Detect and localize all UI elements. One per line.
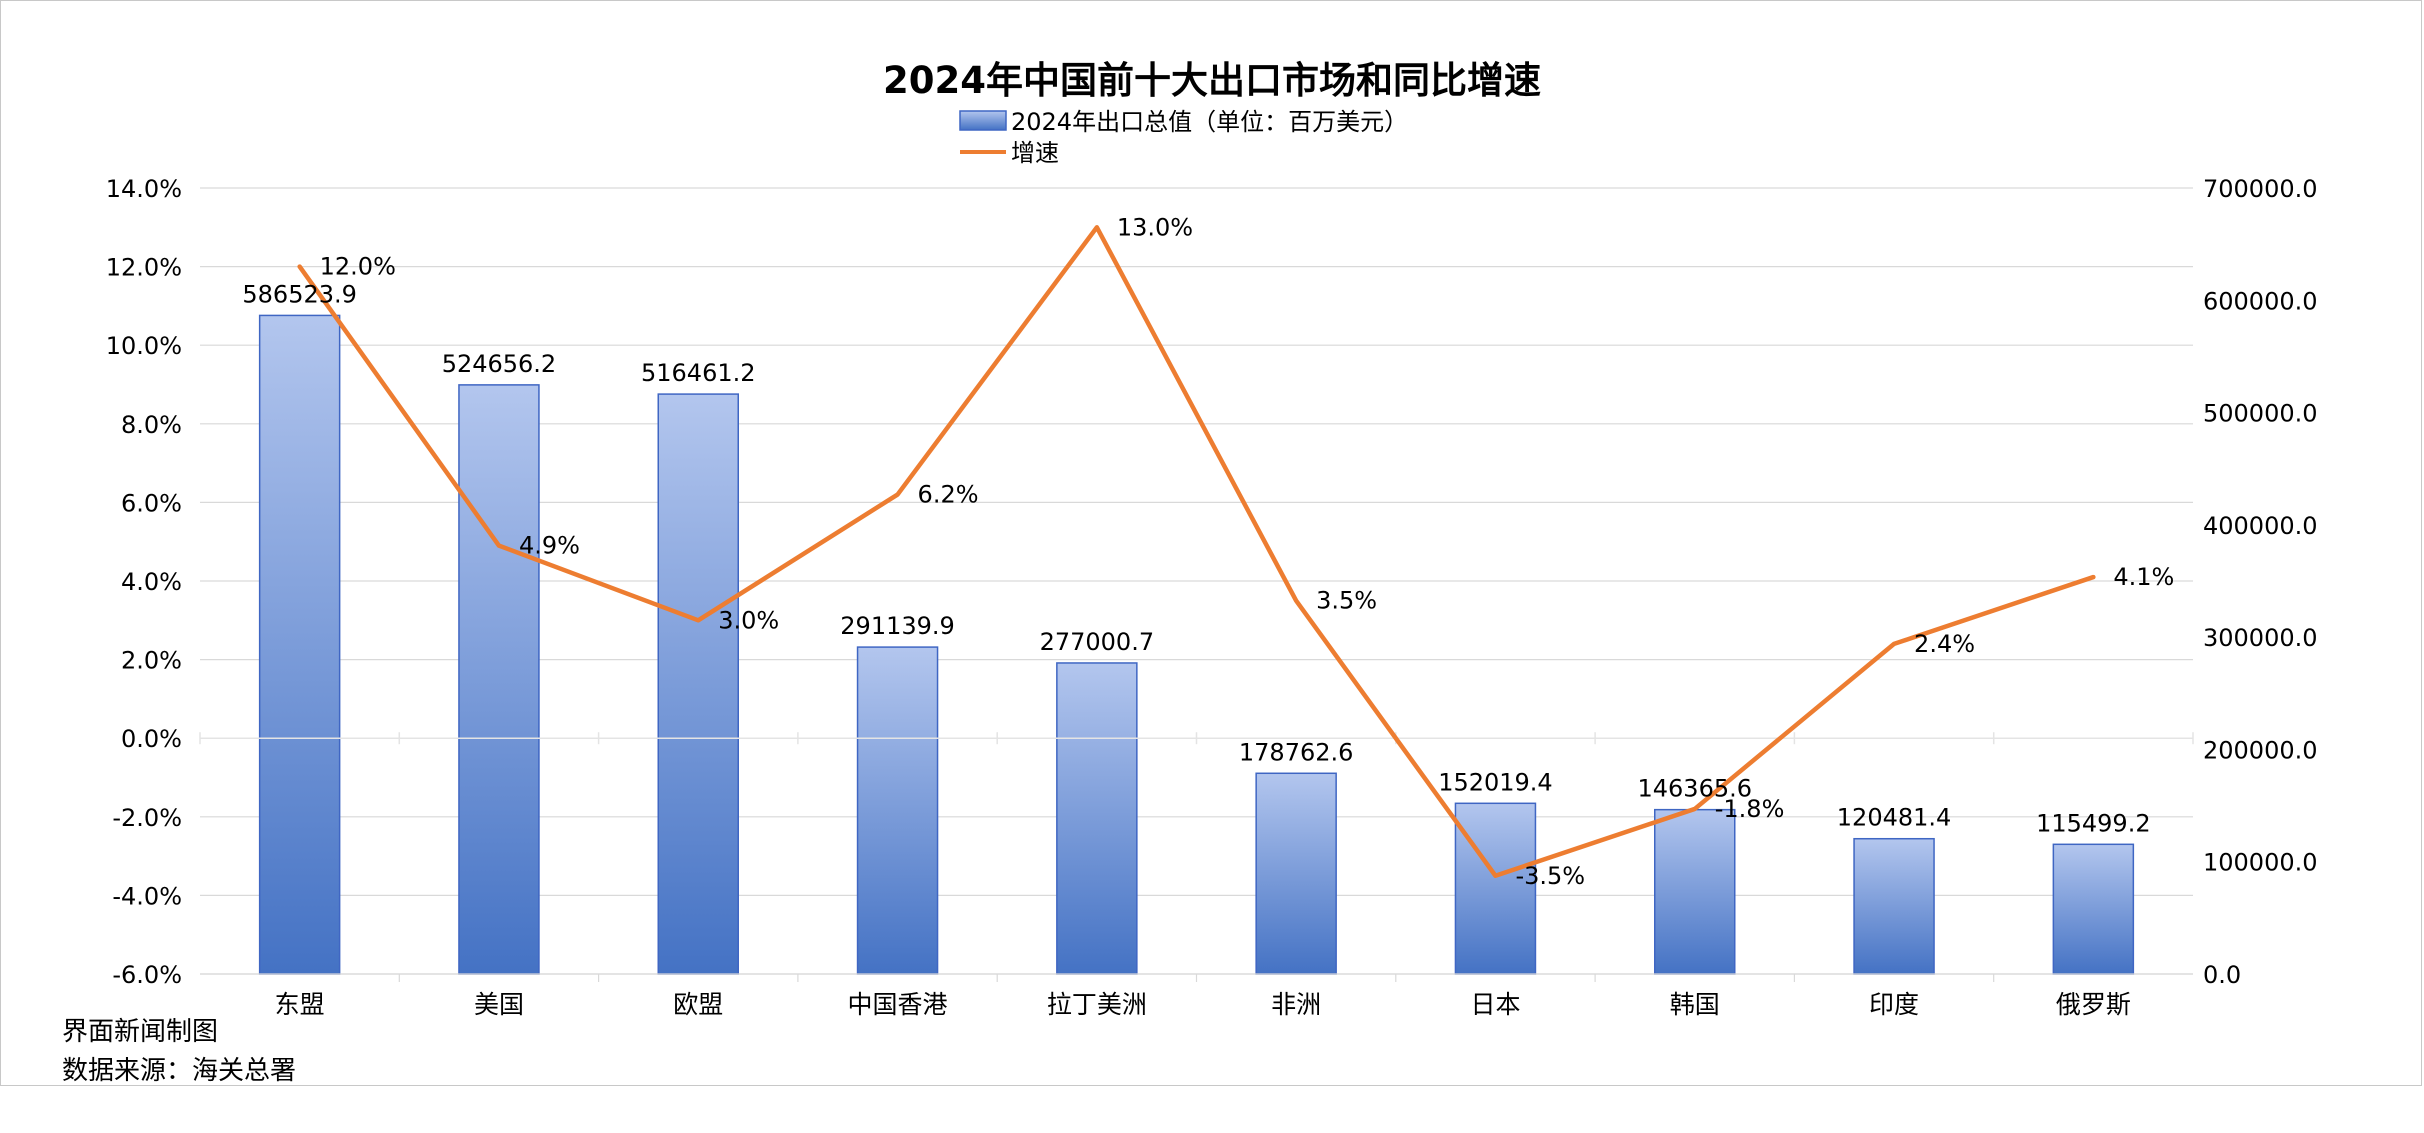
x-tick-label: 东盟	[275, 990, 325, 1019]
bar	[2052, 843, 2135, 975]
y-right-tick-label: 300000.0	[2203, 624, 2318, 652]
x-tick-label: 中国香港	[848, 990, 948, 1019]
x-tick-label: 印度	[1869, 990, 1919, 1019]
bar	[1056, 662, 1138, 975]
legend-bar-label: 2024年出口总值（单位：百万美元）	[1011, 108, 1408, 136]
footer-credit: 界面新闻制图	[62, 1017, 219, 1047]
bar-value-label: 291139.9	[840, 612, 955, 640]
bar	[1654, 808, 1736, 975]
growth-value-label: 4.1%	[2113, 563, 2174, 591]
footer-source: 数据来源：海关总署	[62, 1056, 297, 1086]
bar-value-label: 524656.2	[442, 350, 557, 378]
y-right-tick-label: 400000.0	[2203, 512, 2318, 540]
bar	[657, 393, 739, 975]
axes: 14.0% 12.0% 10.0% 8.0% 6.0% 4.0% 2.0% 0.0% -2.0%…	[106, 175, 2318, 1019]
x-tick-label: 美国	[474, 990, 524, 1019]
y-left-tick-label: 12.0%	[106, 254, 182, 282]
y-right-tick-label: 700000.0	[2203, 175, 2318, 203]
data-labels: 586523.9 524656.2 516461.2 291139.9 277000.7…	[242, 213, 2174, 889]
line-series	[297, 225, 2096, 878]
growth-value-label: 12.0%	[320, 253, 396, 281]
bar	[258, 314, 341, 975]
bar-value-label: 146365.6	[1637, 775, 1752, 803]
y-left-tick-label: -4.0%	[112, 882, 182, 910]
x-tick-label: 欧盟	[673, 990, 723, 1019]
y-left-tick-label: 8.0%	[121, 411, 182, 439]
y-right-tick-label: 200000.0	[2203, 736, 2318, 764]
legend-bar-swatch	[959, 110, 1007, 131]
x-tick-label: 俄罗斯	[2056, 990, 2131, 1019]
y-left-tick-label: 4.0%	[121, 568, 182, 596]
bar-value-label: 115499.2	[2036, 809, 2151, 837]
y-right-tick-label: 500000.0	[2203, 400, 2318, 428]
bar-series	[258, 314, 2135, 975]
bar	[1255, 772, 1337, 975]
y-left-tick-label: 0.0%	[121, 725, 182, 753]
growth-value-label: 13.0%	[1117, 213, 1193, 241]
y-right-tick-label: 0.0	[2203, 961, 2241, 989]
bar-value-label: 277000.7	[1040, 628, 1155, 656]
y-left-tick-label: 2.0%	[121, 647, 182, 675]
bar-value-label: 178762.6	[1239, 738, 1354, 766]
chart-frame	[0, 0, 2422, 1086]
y-left-tick-label: -2.0%	[112, 804, 182, 832]
growth-value-label: -1.8%	[1715, 795, 1785, 823]
x-tick-label: 日本	[1470, 990, 1520, 1019]
y-left-tick-label: 6.0%	[121, 489, 182, 517]
x-tick-label: 韩国	[1670, 990, 1720, 1019]
y-right-tick-label: 100000.0	[2203, 849, 2318, 877]
legend-line-label: 增速	[1011, 139, 1059, 167]
bar-value-label: 586523.9	[242, 280, 357, 308]
y-left-tick-label: 10.0%	[106, 332, 182, 360]
bar	[1853, 837, 1935, 975]
x-tick-label: 非洲	[1271, 990, 1321, 1019]
y-right-tick-label: 600000.0	[2203, 287, 2318, 315]
chart-title: 2024年中国前十大出口市场和同比增速	[883, 59, 1541, 102]
bar-value-label: 516461.2	[641, 359, 756, 387]
growth-value-label: 6.2%	[918, 481, 979, 509]
bar-value-label: 152019.4	[1438, 768, 1553, 796]
bar	[1454, 802, 1537, 975]
bar-value-label: 120481.4	[1837, 804, 1952, 832]
bar	[458, 384, 540, 975]
growth-line	[297, 225, 2096, 878]
x-tick-label: 拉丁美洲	[1047, 990, 1147, 1019]
growth-value-label: 3.5%	[1316, 587, 1377, 615]
growth-value-label: -3.5%	[1515, 862, 1585, 890]
y-left-tick-label: 14.0%	[106, 175, 182, 203]
y-left-tick-label: -6.0%	[112, 961, 182, 989]
growth-value-label: 3.0%	[718, 606, 779, 634]
bar	[856, 646, 939, 975]
growth-value-label: 4.9%	[519, 532, 580, 560]
legend: 2024年出口总值（单位：百万美元） 增速	[959, 108, 1408, 167]
growth-value-label: 2.4%	[1914, 630, 1975, 658]
